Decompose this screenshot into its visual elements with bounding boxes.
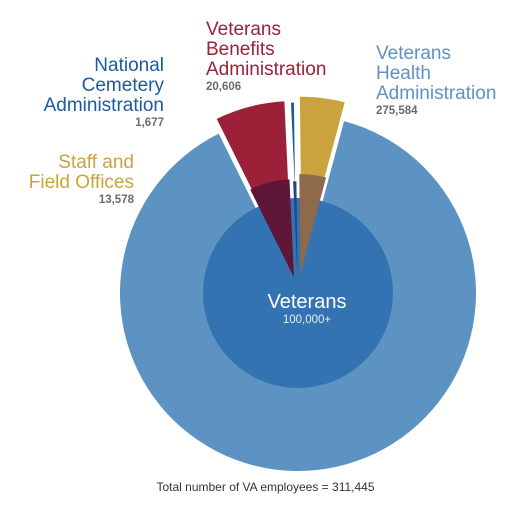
inner-circle-name: Veterans <box>267 291 347 313</box>
pie-slice-inner-staff-and-field-offices <box>299 174 327 274</box>
slice-label-nca-name: National Cemetery Administration <box>43 55 164 116</box>
slice-label-vha-value: 275,584 <box>376 104 418 117</box>
label-veterans-benefits-administration: Veterans Benefits Administration 20,606 <box>206 20 326 93</box>
slice-label-vba-name: Veterans Benefits Administration <box>206 19 327 80</box>
pie-slice-inner-veterans-benefits-administration <box>250 179 294 278</box>
inner-circle-value: 100,000+ <box>282 314 332 326</box>
label-veterans-inner-circle: Veterans 100,000+ <box>252 291 362 327</box>
slice-label-vha-name: Veterans Health Administration <box>376 43 497 104</box>
slice-label-sfo-value: 13,578 <box>98 193 134 206</box>
slice-label-nca-value: 1,677 <box>135 116 164 129</box>
slice-label-vba-value: 20,606 <box>206 80 242 93</box>
label-veterans-health-administration: Veterans Health Administration 275,584 <box>376 44 496 117</box>
pie-slice-inner-national-cemetery-administration <box>293 181 298 280</box>
total-employees-note: Total number of VA employees = 311,445 <box>156 480 375 494</box>
slice-label-sfo-name: Staff and Field Offices <box>28 152 134 193</box>
label-staff-and-field-offices: Staff and Field Offices 13,578 <box>10 153 134 206</box>
label-national-cemetery-administration: National Cemetery Administration 1,677 <box>22 56 164 129</box>
inner-circle-veterans <box>203 198 393 388</box>
